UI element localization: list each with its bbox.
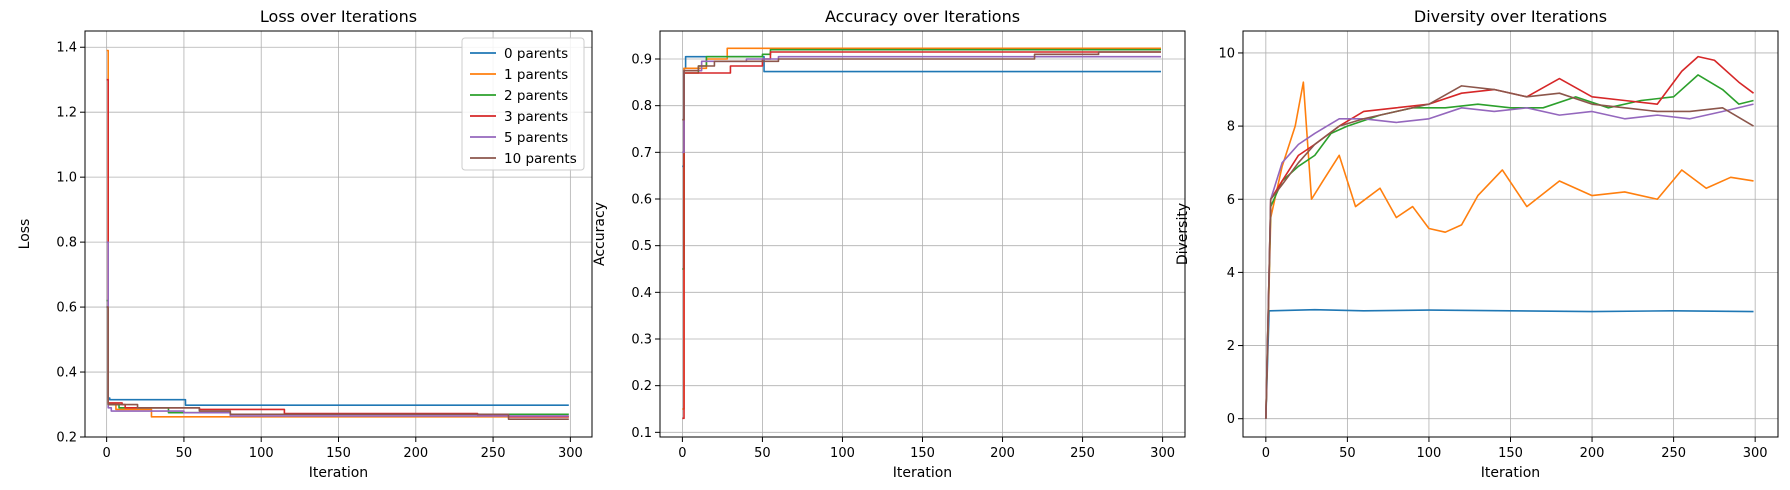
series-line-1 (106, 306, 569, 406)
y-tick-label: 0.8 (56, 236, 77, 251)
legend-label: 5 parents (504, 130, 568, 146)
x-tick-label: 150 (910, 446, 935, 461)
x-axis-label: Iteration (1481, 465, 1540, 481)
y-tick-label: 1.4 (56, 41, 77, 56)
series-line-3 (1265, 74, 1754, 419)
y-tick-label: 0.7 (631, 146, 652, 161)
series-line-1 (1265, 308, 1754, 419)
legend: 0 parents 1 parents 2 parents 3 parents 5 pa… (461, 37, 585, 171)
y-tick-label: 0.6 (631, 193, 652, 208)
y-tick-label: 8 (1227, 120, 1235, 135)
x-tick-label: 50 (754, 446, 771, 461)
y-tick-label: 0.8 (631, 99, 652, 114)
chart-title: Loss over Iterations (260, 7, 417, 26)
y-tick-label: 6 (1227, 193, 1235, 208)
x-tick-label: 0 (678, 446, 686, 461)
y-tick-label: 0 (1227, 412, 1235, 427)
y-tick-label: 10 (1218, 46, 1235, 61)
y-axis-label: Loss (17, 219, 33, 250)
legend-label: 1 parents (504, 67, 568, 83)
x-tick-label: 150 (1498, 446, 1523, 461)
chart-title: Accuracy over Iterations (825, 7, 1020, 26)
chart-1: 0 50 100 150 200 250 300 0.2 0.4 0.6 0.8 1.0 1.2 1.4 L… (17, 7, 593, 481)
series-line-6 (682, 51, 1161, 121)
y-tick-label: 0.3 (631, 333, 652, 348)
series-line-6 (1265, 85, 1754, 419)
legend-label: 10 parents (504, 151, 577, 167)
y-tick-label: 1.2 (56, 106, 77, 121)
series-line-3 (682, 48, 1161, 270)
y-axis-label: Accuracy (592, 202, 608, 266)
x-tick-label: 200 (990, 446, 1015, 461)
x-tick-label: 100 (1417, 446, 1442, 461)
series-line-1 (682, 55, 1161, 168)
chart-2: 0 50 100 150 200 250 300 0.1 0.2 0.3 0.4 0.5 0.6 0.7 0… (592, 7, 1186, 481)
series-line-2 (1265, 81, 1754, 419)
series-line-5 (1265, 103, 1754, 419)
chart-title: Diversity over Iterations (1414, 7, 1607, 26)
y-tick-label: 2 (1227, 339, 1235, 354)
y-tick-label: 0.1 (631, 426, 652, 441)
y-tick-label: 1.0 (56, 171, 77, 186)
series-line-2 (682, 47, 1161, 410)
chart-3: 0 50 100 150 200 250 300 0 2 4 6 8 10 Diversity over … (1175, 7, 1779, 481)
x-tick-label: 300 (1743, 446, 1768, 461)
x-tick-label: 200 (1580, 446, 1605, 461)
x-tick-label: 250 (1661, 446, 1686, 461)
legend-label: 2 parents (504, 88, 568, 104)
y-axis-label: Diversity (1175, 203, 1191, 265)
x-axis-label: Iteration (309, 465, 368, 481)
y-tick-label: 0.6 (56, 301, 77, 316)
x-tick-label: 0 (1262, 446, 1270, 461)
series-line-3 (106, 299, 569, 416)
series-line-4 (682, 51, 1161, 420)
x-tick-label: 200 (403, 446, 428, 461)
y-tick-label: 4 (1227, 266, 1235, 281)
y-tick-label: 0.2 (56, 431, 77, 446)
x-tick-label: 50 (176, 446, 193, 461)
x-tick-label: 100 (249, 446, 274, 461)
series-line-6 (106, 306, 569, 420)
x-tick-label: 150 (326, 446, 351, 461)
x-tick-label: 300 (1150, 446, 1175, 461)
series-line-5 (106, 241, 569, 417)
y-tick-label: 0.4 (56, 366, 77, 381)
y-tick-label: 0.5 (631, 239, 652, 254)
x-tick-label: 100 (830, 446, 855, 461)
x-tick-label: 250 (481, 446, 506, 461)
x-tick-label: 250 (1070, 446, 1095, 461)
y-tick-label: 0.9 (631, 53, 652, 68)
legend-label: 3 parents (504, 109, 568, 125)
y-tick-label: 0.4 (631, 286, 652, 301)
y-tick-label: 0.2 (631, 379, 652, 394)
x-tick-label: 0 (102, 446, 110, 461)
x-tick-label: 300 (558, 446, 583, 461)
x-axis-label: Iteration (893, 465, 952, 481)
x-tick-label: 50 (1339, 446, 1356, 461)
legend-label: 0 parents (504, 46, 568, 62)
